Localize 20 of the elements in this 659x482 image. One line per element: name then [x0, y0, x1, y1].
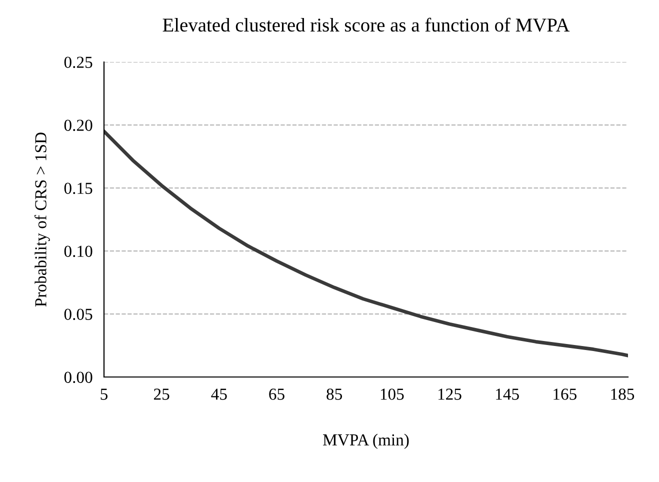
- y-axis-title: Probability of CRS > 1SD: [34, 132, 50, 307]
- y-tick-label: 0.20: [64, 120, 92, 132]
- chart-title: Elevated clustered risk score as a function of MVPA: [162, 18, 570, 32]
- line-series: [104, 130, 628, 358]
- y-tick-label: 0.05: [64, 308, 92, 320]
- x-tick-label: 85: [326, 388, 342, 400]
- x-tick-label: 5: [100, 388, 108, 400]
- x-tick-label: 105: [380, 388, 404, 400]
- y-tick-label: 0.15: [64, 182, 92, 194]
- x-tick-label: 145: [496, 388, 519, 400]
- y-tick-label: 0.25: [64, 56, 92, 68]
- x-tick-label: 125: [438, 388, 462, 400]
- x-tick-label: 65: [269, 388, 284, 400]
- x-axis-title: MVPA (min): [323, 434, 409, 449]
- x-tick-label: 45: [211, 388, 227, 400]
- y-tick-label: 0.10: [64, 246, 92, 258]
- y-tick-label: 0.00: [64, 372, 92, 384]
- x-tick-label: 185: [611, 388, 634, 400]
- x-tick-label: 165: [554, 388, 577, 400]
- x-tick-label: 25: [154, 388, 170, 400]
